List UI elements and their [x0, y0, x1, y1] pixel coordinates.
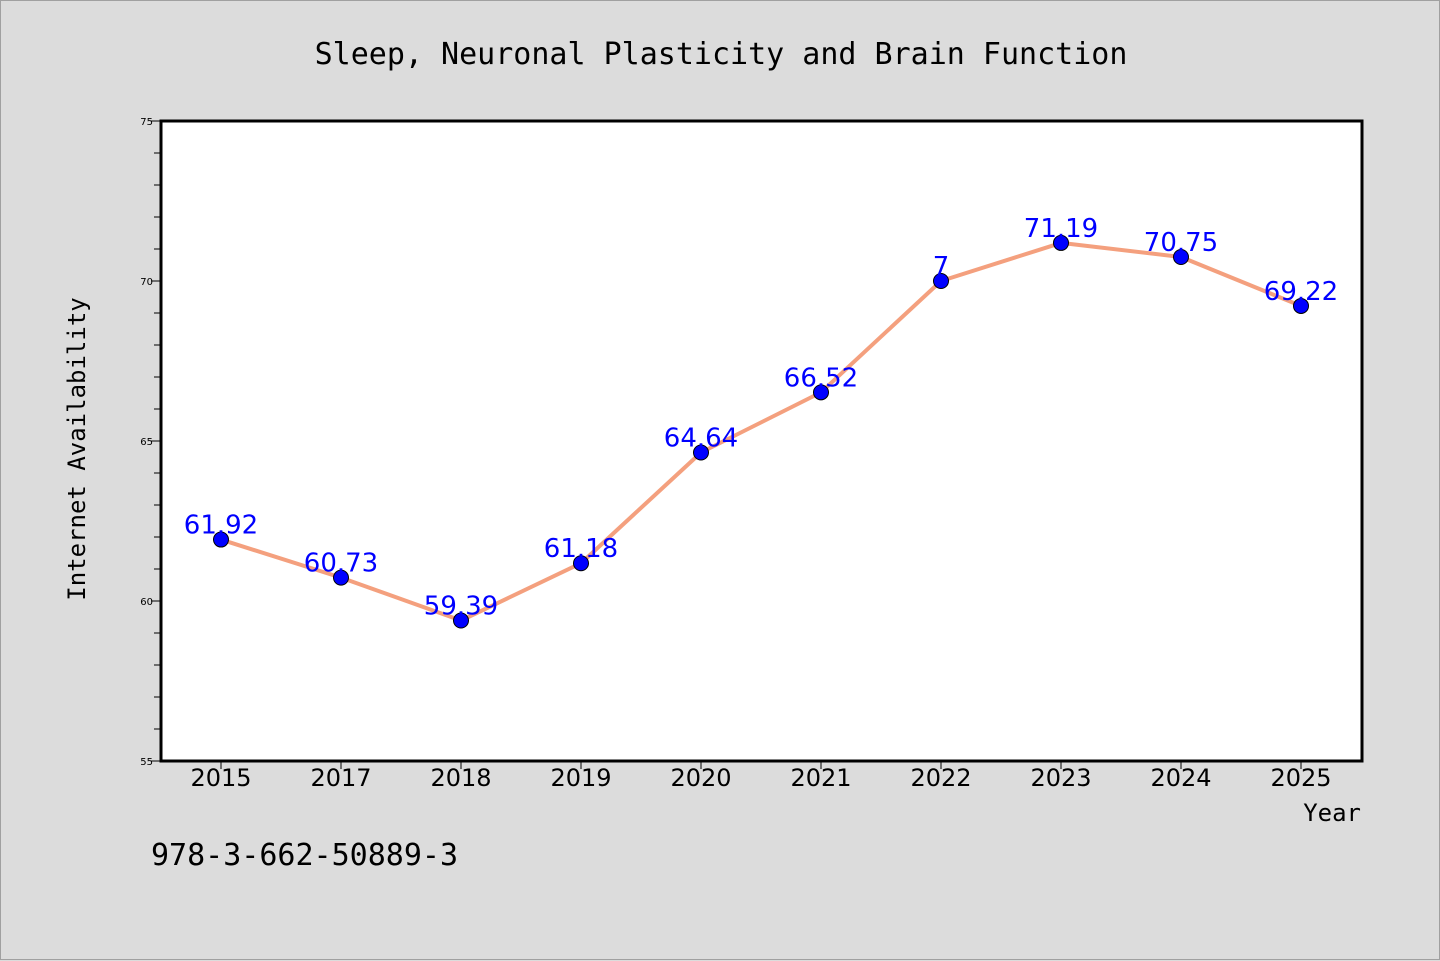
data-label: 64.64: [664, 424, 738, 454]
data-label: 59.39: [424, 592, 498, 622]
data-point: [333, 569, 349, 586]
y-tick-label: 55: [140, 757, 153, 768]
plot-area: [159, 119, 1364, 763]
data-point: [1053, 234, 1069, 251]
data-point: [1173, 249, 1189, 265]
x-tick-label: 2024: [1150, 764, 1211, 792]
data-point: [933, 273, 949, 289]
data-point: [213, 531, 229, 548]
x-tick-label: 2022: [910, 764, 971, 792]
data-point: [693, 444, 709, 461]
data-label: 69.22: [1264, 277, 1338, 307]
data-label: 7: [933, 252, 950, 282]
x-tick-label: 2020: [670, 764, 731, 792]
y-tick-label: 70: [140, 277, 153, 288]
x-tick-label: 2021: [790, 764, 851, 792]
isbn-footer: 978-3-662-50889-3: [151, 838, 458, 873]
chart-title: Sleep, Neuronal Plasticity and Brain Fun…: [315, 37, 1128, 72]
x-axis: 2015 2017 2018 2019 2020 2021 2022 2023 2024 2025: [190, 761, 1332, 792]
data-label: 60.73: [304, 549, 378, 579]
y-tick-label: 60: [140, 597, 153, 608]
y-axis-label: Internet Availability: [63, 297, 91, 600]
series-group: 61.92 60.73 59.39 61.18 64.64 66.52 7 71.19 70.7…: [184, 214, 1338, 629]
y-tick-label: 75: [140, 117, 153, 128]
data-point: [1293, 297, 1309, 314]
x-tick-label: 2023: [1030, 764, 1091, 792]
data-label: 61.92: [184, 511, 258, 541]
y-axis: 55 60 65 70 75: [140, 117, 161, 768]
x-tick-label: 2018: [430, 764, 491, 792]
x-tick-label: 2019: [550, 764, 611, 792]
y-tick-label: 65: [140, 437, 153, 448]
data-label: 66.52: [784, 363, 858, 393]
data-label: 70.75: [1144, 228, 1218, 258]
x-tick-label: 2017: [310, 764, 371, 792]
data-label: 61.18: [544, 534, 618, 564]
data-point: [813, 384, 829, 401]
series-line: [219, 240, 1303, 623]
x-tick-label: 2025: [1270, 764, 1331, 792]
data-label: 71.19: [1024, 214, 1098, 244]
data-point: [453, 612, 469, 629]
data-point: [573, 555, 589, 572]
x-tick-label: 2015: [190, 764, 251, 792]
x-axis-label: Year: [1303, 799, 1361, 827]
